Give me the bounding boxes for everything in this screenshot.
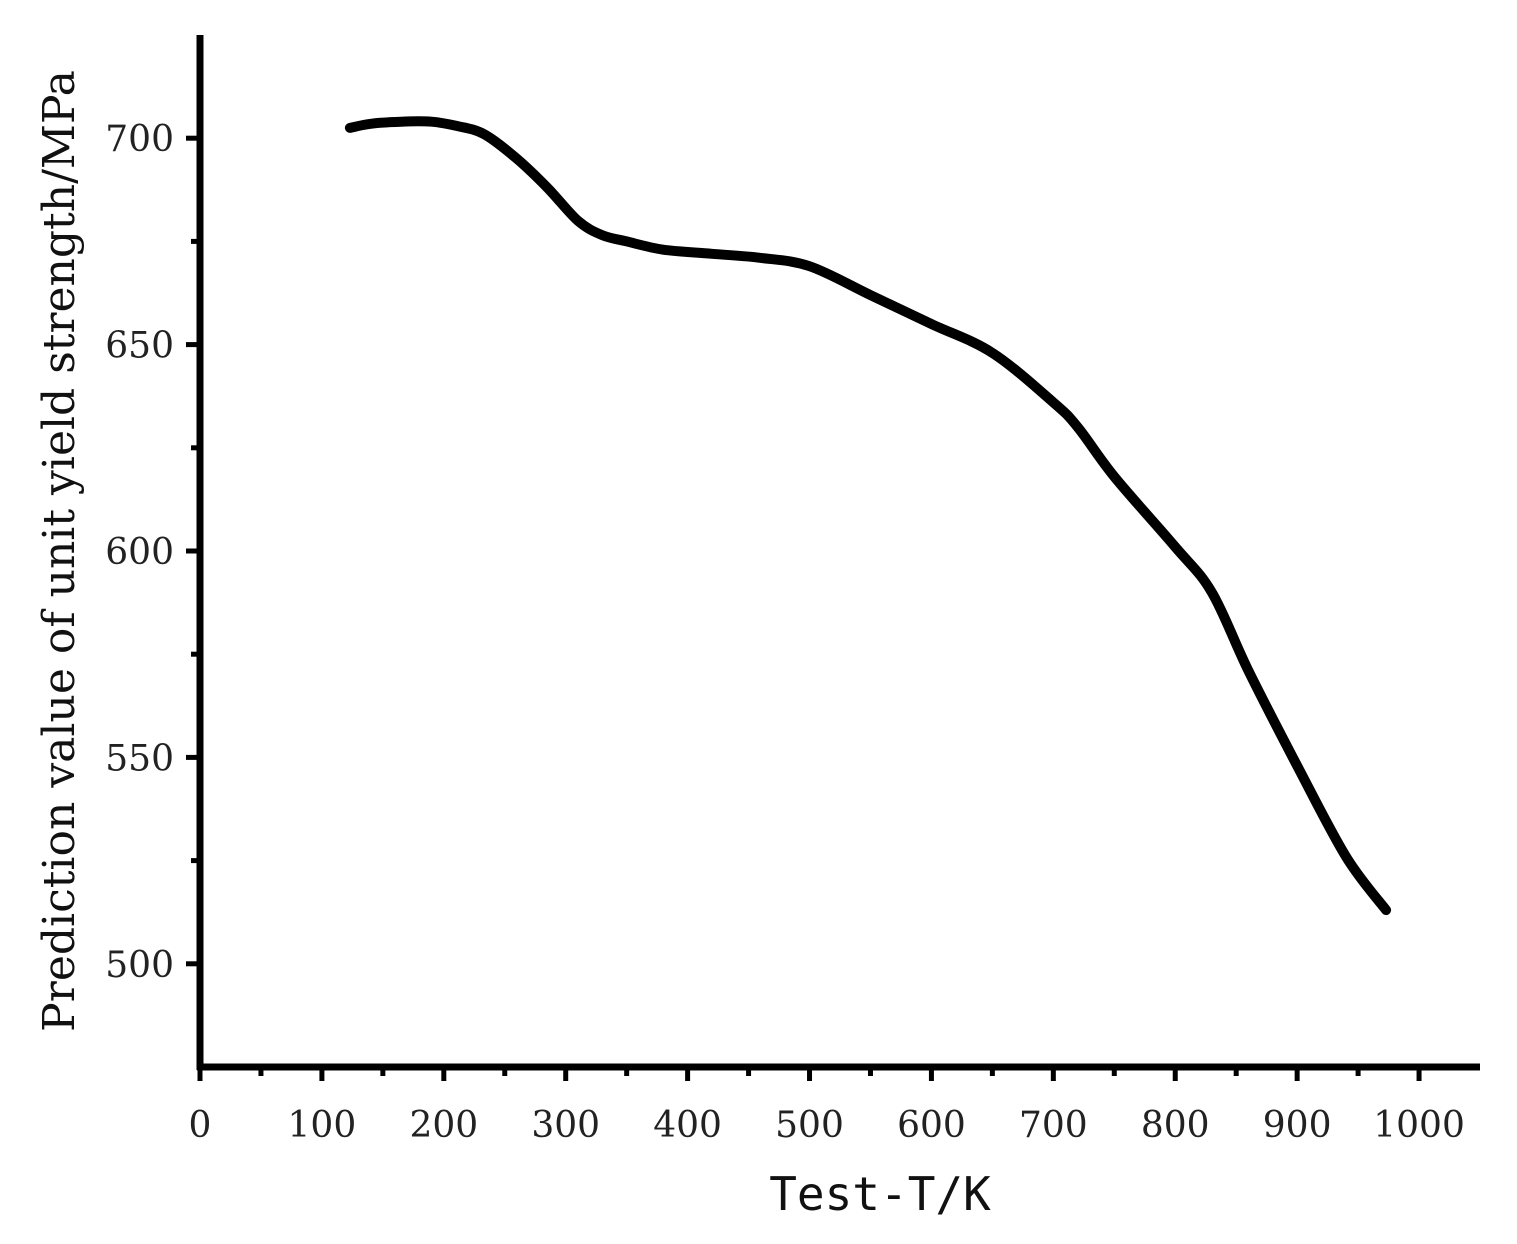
x-axis-label: Test-T/K xyxy=(769,1167,991,1221)
tick-labels-layer: 0 100 200 300 400 500 600 700 800 900 1000 500 550 60… xyxy=(105,119,1465,1146)
y-tick-label: 600 xyxy=(105,532,174,573)
x-tick-label: 900 xyxy=(1263,1105,1332,1146)
x-tick-label: 0 xyxy=(189,1105,212,1146)
x-tick-label: 300 xyxy=(531,1105,600,1146)
x-tick-label: 100 xyxy=(288,1105,357,1146)
y-axis-label: Prediction value of unit yield strength/… xyxy=(34,70,85,1032)
y-tick-label: 650 xyxy=(105,326,174,367)
y-tick-label: 700 xyxy=(105,119,174,160)
y-tick-label: 500 xyxy=(105,945,174,986)
x-tick-label: 500 xyxy=(775,1105,844,1146)
y-tick-label: 550 xyxy=(105,738,174,779)
x-tick-label: 700 xyxy=(1019,1105,1088,1146)
x-tick-label: 600 xyxy=(897,1105,966,1146)
series-line xyxy=(344,116,1392,916)
x-tick-label: 1000 xyxy=(1373,1105,1465,1146)
x-tick-label: 800 xyxy=(1141,1105,1210,1146)
x-tick-label: 400 xyxy=(653,1105,722,1146)
x-tick-label: 200 xyxy=(409,1105,478,1146)
ticks-layer xyxy=(186,135,1422,1081)
